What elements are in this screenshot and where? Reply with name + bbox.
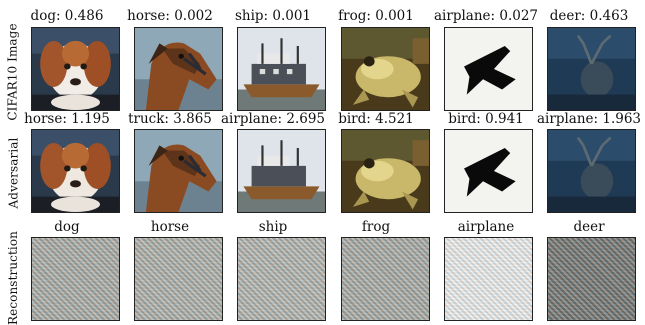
row-label-cifar10: CIFAR10 Image — [6, 23, 21, 121]
title-r1c1: dog: 0.486 — [30, 8, 104, 24]
title-r1c6: deer: 0.463 — [549, 8, 629, 24]
image-frog — [341, 27, 430, 111]
image-horse — [134, 27, 223, 111]
title-r2c4: bird: 4.521 — [338, 111, 414, 127]
title-r3c2: horse — [150, 219, 190, 235]
reconstruction-airplane — [444, 237, 533, 321]
adversarial-ship — [237, 129, 326, 213]
title-r3c3: ship — [258, 219, 288, 235]
title-r2c6: airplane: 1.963 — [537, 111, 641, 127]
title-r1c4: frog: 0.001 — [338, 8, 414, 24]
adversarial-dog — [31, 129, 120, 213]
title-r3c5: airplane — [457, 219, 515, 235]
title-r3c1: dog — [54, 219, 80, 235]
title-r1c3: ship: 0.001 — [234, 8, 312, 24]
reconstruction-dog — [31, 237, 120, 321]
row-label-reconstruction: Reconstruction — [6, 231, 20, 325]
reconstruction-ship — [237, 237, 326, 321]
title-r2c3: airplane: 2.695 — [221, 111, 325, 127]
reconstruction-horse — [134, 237, 223, 321]
adversarial-deer — [547, 129, 636, 213]
reconstruction-frog — [341, 237, 430, 321]
title-r1c2: horse: 0.002 — [127, 8, 213, 24]
row-label-adversarial: Adversarial — [6, 137, 21, 209]
title-r2c5: bird: 0.941 — [448, 111, 524, 127]
adversarial-airplane — [444, 129, 533, 213]
image-deer — [547, 27, 636, 111]
title-r2c2: truck: 3.865 — [128, 111, 212, 127]
title-r1c5: airplane: 0.027 — [434, 8, 538, 24]
image-ship — [237, 27, 326, 111]
adversarial-frog — [341, 129, 430, 213]
title-r3c6: deer — [573, 219, 605, 235]
image-airplane — [444, 27, 533, 111]
adversarial-horse — [134, 129, 223, 213]
image-dog — [31, 27, 120, 111]
title-r2c1: horse: 1.195 — [24, 111, 110, 127]
reconstruction-deer — [547, 237, 636, 321]
title-r3c4: frog — [361, 219, 391, 235]
